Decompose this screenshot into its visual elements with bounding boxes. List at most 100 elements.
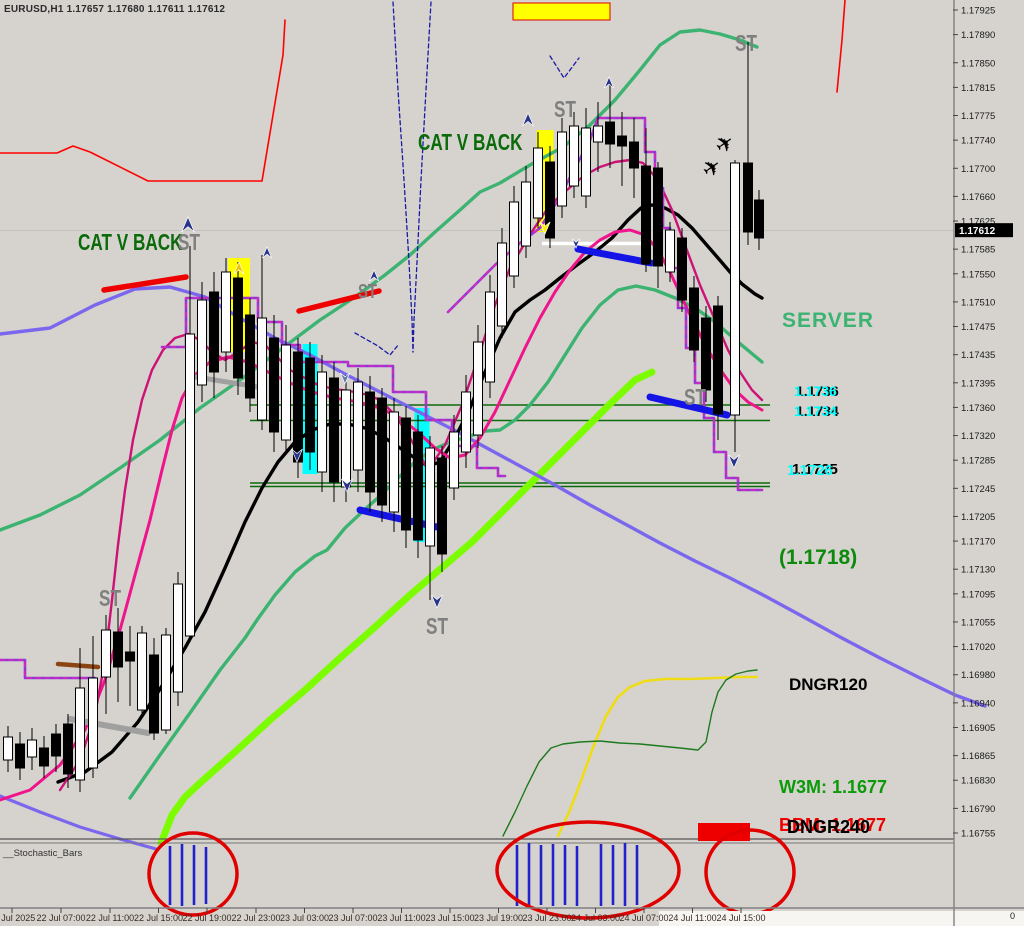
candle-body [209, 291, 219, 373]
time-tick-label: 22 Jul 15:00 [134, 913, 183, 923]
candle-body [233, 277, 243, 379]
time-tick-label: 22 Jul 2025 [0, 913, 35, 923]
price-tick-label: 1.17020 [961, 642, 995, 653]
candle-body [185, 333, 195, 637]
stochastic-bars-label: __Stochastic_Bars [2, 848, 82, 859]
price-tick-label: 1.17170 [961, 537, 995, 548]
price-tick-label: 1.17055 [961, 617, 995, 628]
up-arrow-icon [522, 112, 534, 127]
price-tick-label: 1.16790 [961, 804, 995, 815]
candle-body [88, 677, 98, 769]
red-segment-1 [101, 274, 189, 293]
slate-blue-ma [0, 285, 987, 708]
down-arrow-icon [728, 454, 740, 469]
label-w3m: W3M: 1.1677 [779, 777, 887, 797]
label-price-1-1726: 1.1726 [787, 462, 833, 479]
label-price-1-1725: 1.1725 [792, 461, 838, 478]
candle-body [317, 371, 327, 473]
candle-body [533, 147, 543, 219]
candle-body [437, 457, 447, 555]
candle-body [653, 167, 663, 267]
label-price-1-1734-shadow: 1.1734 [796, 403, 839, 419]
label-st: ST [735, 30, 757, 56]
candle-body [329, 377, 339, 483]
time-tick-label: 23 Jul 19:00 [474, 913, 523, 923]
price-tick-label: 1.17095 [961, 589, 995, 600]
candle-body [269, 337, 279, 433]
candle-body [677, 237, 687, 301]
yellow-box-annotation [512, 2, 611, 21]
candle-body [545, 161, 555, 239]
blue-segment-1 [356, 506, 441, 531]
candle-body [473, 341, 483, 436]
down-arrow-icon [291, 448, 303, 463]
lime-trend-line [157, 368, 656, 847]
candle-body [173, 583, 183, 693]
candle-body [557, 131, 567, 207]
red-highlight-rect [698, 823, 750, 841]
price-tick-label: 1.16865 [961, 751, 995, 762]
label-price-1-1734: 1.1734 [794, 403, 837, 419]
candle-body [51, 733, 61, 757]
candle-body [3, 736, 13, 761]
candle-body [701, 317, 711, 391]
candle-body [341, 389, 351, 488]
up-arrow-yellow-icon [233, 261, 245, 275]
dashed-check-top [549, 55, 580, 79]
time-tick-label: 23 Jul 23:00 [522, 913, 571, 923]
violet-step-left [0, 658, 97, 680]
dashed-diag-mid [354, 332, 400, 356]
candle-body [754, 199, 764, 239]
price-tick-label: 1.17660 [961, 192, 995, 203]
price-tick-label: 1.17320 [961, 431, 995, 442]
time-tick-label: 24 Jul 11:00 [668, 913, 716, 923]
dashed-funnel-left [392, 1, 414, 353]
time-tick-label: 24 Jul 07:00 [619, 913, 668, 923]
chart-symbol-ohlc: EURUSD,H1 1.17657 1.17680 1.17611 1.1761… [4, 4, 226, 15]
up-arrow-icon [262, 246, 272, 259]
price-tick-label: 1.16830 [961, 776, 995, 787]
time-tick-label: 23 Jul 07:00 [328, 913, 377, 923]
down-arrow-icon [341, 478, 353, 493]
time-tick-label: 22 Jul 11:00 [86, 913, 134, 923]
price-tick-label: 1.17815 [961, 83, 995, 94]
time-tick-label: 23 Jul 15:00 [425, 913, 474, 923]
candle-body [521, 181, 531, 247]
candle-body [581, 127, 591, 197]
label-server: SERVER [782, 309, 874, 332]
candle-body [689, 287, 699, 351]
price-tick-label: 1.17625 [961, 217, 995, 228]
candle-body [377, 397, 387, 506]
price-tick-label: 1.16980 [961, 670, 995, 681]
candle-body [305, 357, 315, 453]
price-tick-label: 1.16905 [961, 723, 995, 734]
candle-body [353, 381, 363, 471]
candle-body [75, 687, 85, 781]
label-bbm: BBM: 1.1677 [779, 815, 886, 835]
candle-body [125, 651, 135, 662]
candle-body [497, 242, 507, 327]
violet-step-mid-dash [161, 297, 506, 477]
up-arrow-icon [369, 269, 379, 282]
candle-body [629, 141, 639, 169]
label-st: ST [426, 613, 448, 639]
price-tick-label: 1.17245 [961, 484, 995, 495]
candle-body [509, 201, 519, 277]
price-tick-label: 1.17205 [961, 512, 995, 523]
candle-body [257, 317, 267, 421]
airplane-icon: ✈ [710, 128, 739, 159]
down-arrow-yellow-icon [539, 221, 551, 235]
time-tick-label: 23 Jul 03:00 [280, 913, 329, 923]
candle-body [39, 747, 49, 767]
candle-body [293, 351, 303, 463]
brown-segment [55, 661, 101, 670]
candle-body [569, 125, 579, 187]
dashed-funnel-right [412, 1, 432, 353]
candle-body [221, 271, 231, 353]
stoch-zero-label: 0 [1010, 911, 1015, 921]
bottom-dark-green [502, 669, 758, 837]
label-st: ST [178, 229, 200, 255]
down-arrow-icon [571, 238, 581, 249]
